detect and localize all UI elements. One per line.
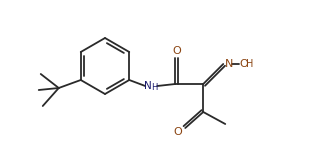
- Text: N: N: [144, 81, 152, 91]
- Text: H: H: [151, 83, 157, 92]
- Text: O: O: [172, 46, 181, 56]
- Text: N: N: [225, 59, 234, 69]
- Text: H: H: [246, 59, 254, 69]
- Text: O: O: [239, 59, 248, 69]
- Text: O: O: [174, 127, 183, 137]
